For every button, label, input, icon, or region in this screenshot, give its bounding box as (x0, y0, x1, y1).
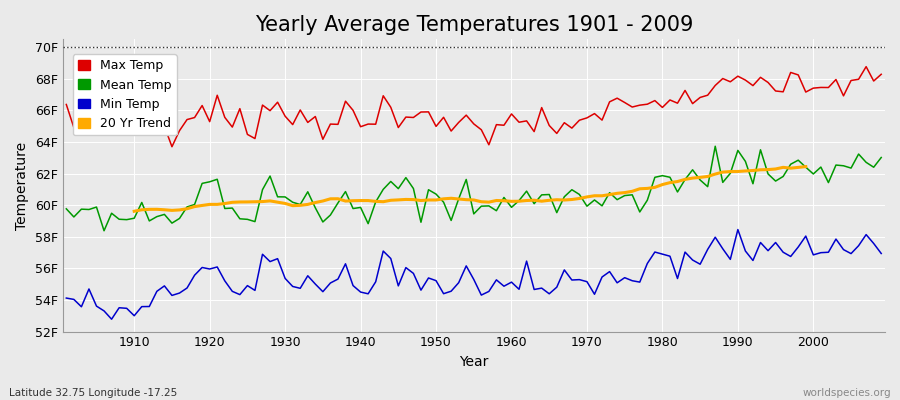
Title: Yearly Average Temperatures 1901 - 2009: Yearly Average Temperatures 1901 - 2009 (255, 15, 693, 35)
Text: Latitude 32.75 Longitude -17.25: Latitude 32.75 Longitude -17.25 (9, 388, 177, 398)
Text: worldspecies.org: worldspecies.org (803, 388, 891, 398)
Y-axis label: Temperature: Temperature (15, 141, 29, 230)
X-axis label: Year: Year (459, 355, 489, 369)
Legend: Max Temp, Mean Temp, Min Temp, 20 Yr Trend: Max Temp, Mean Temp, Min Temp, 20 Yr Tre… (73, 54, 177, 135)
